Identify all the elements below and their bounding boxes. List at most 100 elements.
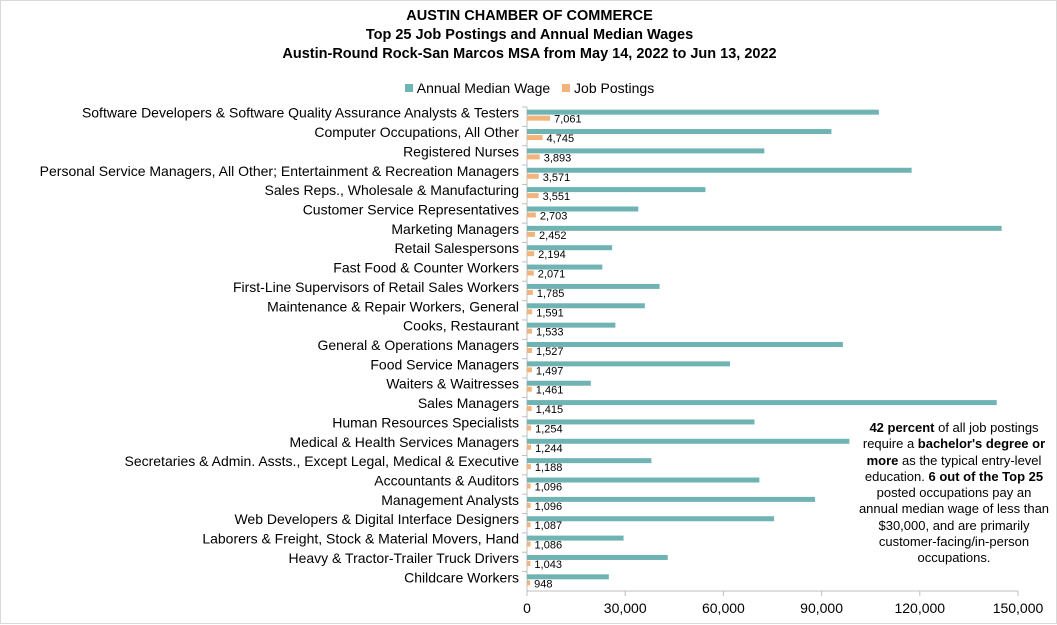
category-label: Sales Managers	[418, 395, 519, 411]
data-label-job-postings: 1,497	[536, 365, 564, 377]
title-line-2: Top 25 Job Postings and Annual Median Wa…	[365, 27, 694, 43]
category-label: General & Operations Managers	[317, 337, 519, 353]
category-label: Registered Nurses	[403, 143, 519, 159]
bar-job-postings	[527, 464, 531, 470]
note-text-1: 42 percent	[869, 420, 935, 435]
bar-annual-median-wage	[527, 206, 639, 212]
category-label: Customer Service Representatives	[303, 201, 519, 217]
bar-job-postings	[527, 270, 534, 276]
data-label-job-postings: 2,452	[539, 230, 567, 242]
data-label-job-postings: 3,893	[544, 152, 572, 164]
data-label-job-postings: 3,551	[543, 191, 571, 203]
data-label-job-postings: 1,096	[535, 501, 563, 513]
bar-job-postings	[527, 386, 532, 392]
data-label-job-postings: 1,785	[537, 288, 565, 300]
bar-annual-median-wage	[527, 264, 603, 270]
bar-annual-median-wage	[527, 400, 997, 406]
legend-item-wage: Annual Median Wage	[404, 80, 550, 96]
x-tick-label: 90,000	[800, 600, 843, 616]
bar-annual-median-wage	[527, 167, 912, 173]
bar-annual-median-wage	[527, 361, 730, 367]
bar-job-postings	[527, 483, 531, 489]
category-label: Web Developers & Digital Interface Desig…	[234, 511, 519, 527]
bar-job-postings	[527, 580, 531, 586]
data-label-job-postings: 1,254	[535, 423, 563, 435]
bar-job-postings	[527, 115, 551, 121]
bar-annual-median-wage	[527, 535, 624, 541]
bar-job-postings	[527, 309, 533, 315]
bar-annual-median-wage	[527, 322, 616, 328]
category-label: Human Resources Specialists	[332, 414, 519, 430]
bar-job-postings	[527, 444, 532, 450]
bar-annual-median-wage	[527, 245, 613, 251]
bar-job-postings	[527, 425, 532, 431]
x-tick-label: 150,000	[993, 600, 1044, 616]
category-label: Cooks, Restaurant	[403, 318, 519, 334]
data-label-job-postings: 2,194	[538, 249, 566, 261]
category-label: Management Analysts	[381, 492, 519, 508]
note-text-3: bachelor's degree or more	[866, 436, 1046, 468]
bar-job-postings	[527, 251, 535, 257]
bar-annual-median-wage	[527, 129, 832, 135]
data-label-job-postings: 1,086	[535, 540, 563, 552]
x-tick-label: 0	[523, 600, 531, 616]
category-label: Waiters & Waitresses	[386, 376, 519, 392]
bar-job-postings	[527, 154, 540, 160]
title-line-3: Austin-Round Rock-San Marcos MSA from Ma…	[282, 46, 777, 62]
bar-job-postings	[527, 231, 536, 237]
bar-annual-median-wage	[527, 438, 850, 444]
data-label-job-postings: 1,096	[535, 482, 563, 494]
bar-annual-median-wage	[527, 477, 760, 483]
bar-annual-median-wage	[527, 458, 652, 464]
legend-swatch-postings	[562, 84, 571, 92]
bar-annual-median-wage	[527, 574, 609, 580]
data-label-job-postings: 3,571	[543, 172, 571, 184]
bar-annual-median-wage	[527, 516, 775, 522]
bar-job-postings	[527, 193, 539, 199]
note-text-2: of all job postings require a	[862, 420, 1039, 452]
chart-legend: Annual Median Wage Job Postings	[1, 79, 1057, 96]
data-label-job-postings: 7,061	[554, 114, 582, 126]
data-label-job-postings: 1,244	[535, 443, 563, 455]
x-tick-label: 60,000	[702, 600, 745, 616]
legend-swatch-wage	[404, 84, 413, 92]
bar-annual-median-wage	[527, 148, 765, 154]
bar-annual-median-wage	[527, 187, 706, 193]
data-label-job-postings: 1,043	[534, 559, 562, 571]
bar-job-postings	[527, 541, 531, 547]
note-text-4: as the typical entry-level education.	[864, 452, 1042, 484]
data-label-job-postings: 1,533	[536, 327, 564, 339]
bar-job-postings	[527, 560, 531, 566]
data-label-job-postings: 2,703	[540, 210, 568, 222]
data-label-job-postings: 1,087	[535, 520, 563, 532]
category-label: Marketing Managers	[391, 221, 519, 237]
chart-title: AUSTIN CHAMBER OF COMMERCE Top 25 Job Po…	[1, 7, 1057, 64]
bar-job-postings	[527, 135, 543, 141]
bar-job-postings	[527, 328, 533, 334]
bar-annual-median-wage	[527, 283, 660, 289]
legend-label-postings: Job Postings	[574, 80, 655, 96]
bar-annual-median-wage	[527, 380, 591, 386]
bar-annual-median-wage	[527, 303, 645, 309]
bar-job-postings	[527, 502, 531, 508]
category-label: Retail Salespersons	[394, 240, 519, 256]
bar-job-postings	[527, 348, 532, 353]
category-label: Maintenance & Repair Workers, General	[267, 298, 519, 314]
category-label: Secretaries & Admin. Assts., Except Lega…	[124, 453, 519, 469]
bar-annual-median-wage	[527, 109, 879, 115]
summary-note: 42 percent of all job postings require a…	[856, 420, 1052, 567]
title-line-1: AUSTIN CHAMBER OF COMMERCE	[406, 8, 653, 24]
data-label-job-postings: 1,591	[536, 307, 564, 319]
bar-job-postings	[527, 406, 532, 412]
category-label: Heavy & Tractor-Trailer Truck Drivers	[288, 550, 519, 566]
bar-annual-median-wage	[527, 554, 668, 560]
category-label: Fast Food & Counter Workers	[333, 260, 519, 276]
category-label: Laborers & Freight, Stock & Material Mov…	[202, 531, 519, 547]
bar-job-postings	[527, 289, 533, 295]
category-label: Accountants & Auditors	[374, 473, 519, 489]
category-label: First-Line Supervisors of Retail Sales W…	[233, 279, 519, 295]
data-label-job-postings: 1,415	[536, 404, 564, 416]
category-label: Personal Service Managers, All Other; En…	[40, 163, 519, 179]
category-label: Childcare Workers	[404, 569, 519, 585]
